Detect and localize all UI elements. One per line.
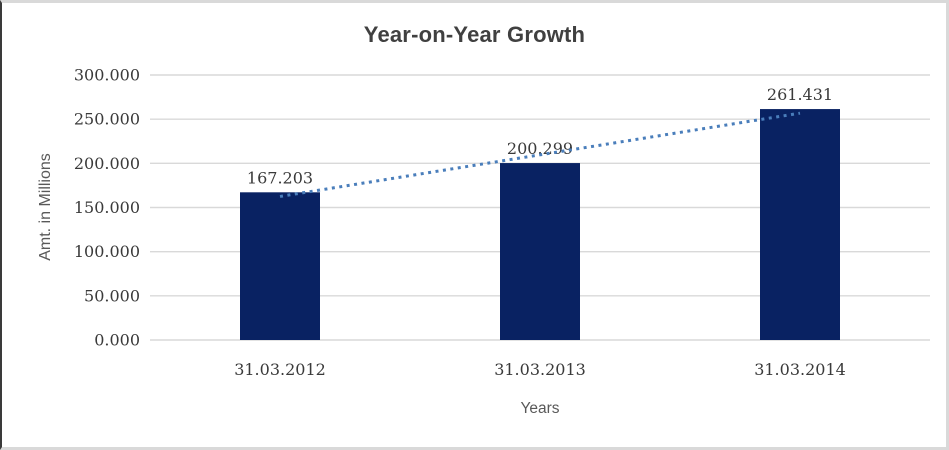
- bar: [500, 163, 580, 340]
- chart-title: Year-on-Year Growth: [363, 22, 586, 47]
- y-tick-label: 200.000: [74, 154, 140, 173]
- x-category-label: 31.03.2012: [234, 360, 326, 379]
- x-category-label: 31.03.2014: [754, 360, 846, 379]
- x-category-label: 31.03.2013: [494, 360, 586, 379]
- y-tick-label: 150.000: [74, 198, 140, 217]
- y-tick-label: 0.000: [94, 331, 140, 350]
- x-axis-title: Years: [520, 400, 560, 417]
- bar: [760, 109, 840, 341]
- y-tick-label: 50.000: [84, 286, 140, 305]
- trendline: [279, 111, 801, 198]
- bar-data-label: 261.431: [767, 85, 833, 104]
- bar-data-label: 167.203: [247, 168, 313, 187]
- bar: [240, 192, 320, 340]
- y-tick-label: 100.000: [74, 242, 140, 261]
- y-tick-label: 250.000: [74, 110, 140, 129]
- y-tick-label: 300.000: [74, 66, 140, 85]
